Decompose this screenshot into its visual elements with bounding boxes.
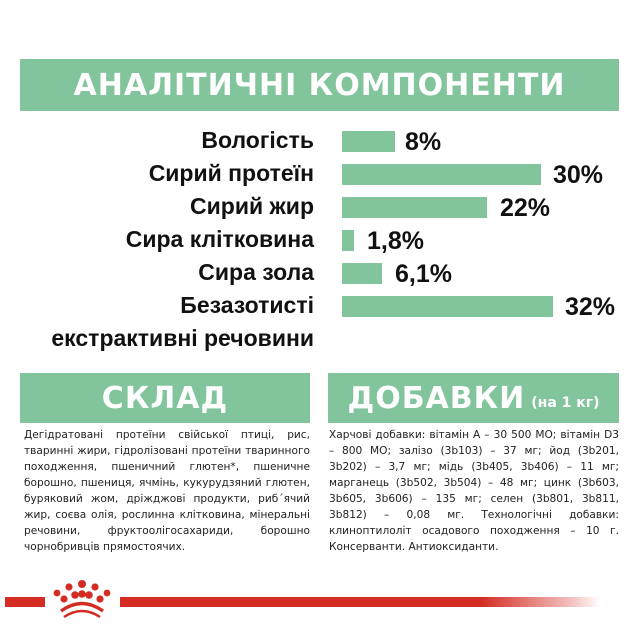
chart-row: Сира зола 6,1%	[0, 256, 640, 289]
royal-canin-crown-icon	[53, 580, 111, 619]
footer-line-left	[5, 597, 45, 607]
bar	[342, 296, 553, 317]
bar	[342, 131, 395, 152]
bar	[342, 197, 487, 218]
chart-row: Сира клітковина 1,8%	[0, 223, 640, 256]
row-label: Безазотисті	[180, 292, 314, 318]
footer-line-right	[120, 597, 600, 607]
composition-text: Дегідратовані протеїни свійської птиці, …	[24, 429, 310, 553]
row-label: Сирий протеїн	[148, 160, 314, 186]
chart-row: Сирий жир 22%	[0, 190, 640, 223]
chart-row: Безазотисті екстрактивні речовини 32%	[0, 289, 640, 355]
row-label: Сира клітковина	[125, 226, 314, 252]
row-value: 8%	[405, 128, 442, 156]
additives-title: ДОБАВКИ	[347, 380, 526, 416]
bar	[342, 230, 354, 251]
row-label-line2: екстрактивні речовини	[51, 325, 314, 351]
analytical-components-header: АНАЛІТИЧНІ КОМПОНЕНТИ	[20, 59, 619, 111]
row-label: Сира зола	[198, 259, 314, 285]
additives-text: Харчові добавки: вітамін А – 30 500 МО; …	[329, 429, 619, 553]
row-label: Сирий жир	[190, 193, 314, 219]
row-value: 22%	[500, 194, 551, 222]
additives-header: ДОБАВКИ (на 1 кг)	[328, 373, 619, 423]
row-value: 1,8%	[367, 227, 424, 255]
row-value: 32%	[565, 293, 616, 321]
row-value: 6,1%	[395, 260, 452, 288]
additives-subtitle: (на 1 кг)	[531, 395, 600, 411]
row-value: 30%	[553, 161, 604, 189]
row-label: Вологість	[201, 127, 314, 153]
bar	[342, 263, 382, 284]
chart-row: Сирий протеїн 30%	[0, 157, 640, 190]
analytical-title: АНАЛІТИЧНІ КОМПОНЕНТИ	[73, 67, 566, 103]
composition-title: СКЛАД	[101, 380, 229, 416]
bar	[342, 164, 541, 185]
chart-row: Вологість 8%	[0, 124, 640, 157]
composition-header: СКЛАД	[20, 373, 310, 423]
